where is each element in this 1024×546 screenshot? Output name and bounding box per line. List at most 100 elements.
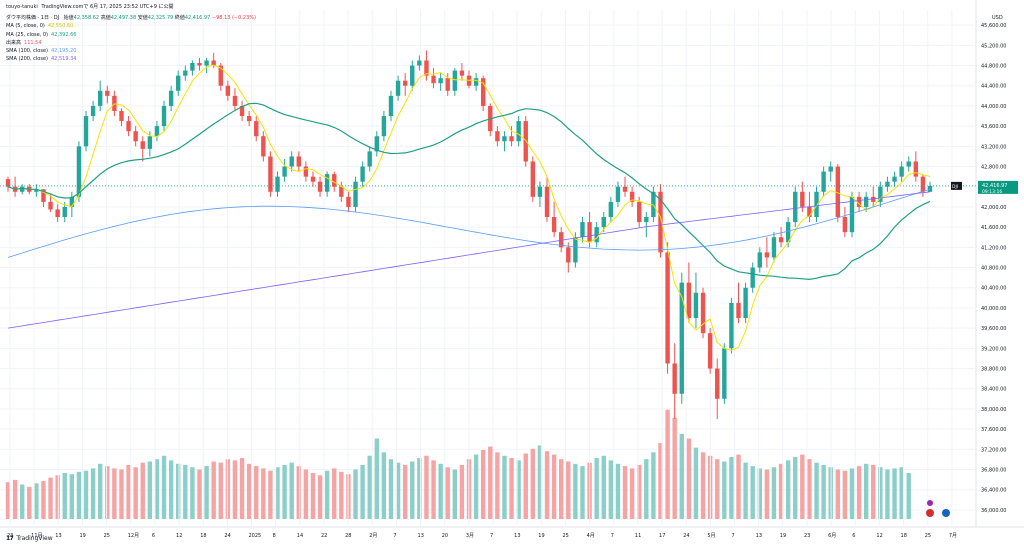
indicator-row-sma200[interactable]: SMA (200, close) 42,519.34 [6, 55, 256, 63]
candle-body[interactable] [551, 217, 557, 233]
flag-us-icon[interactable] [926, 509, 934, 517]
candle-body[interactable] [105, 90, 110, 96]
candle-body[interactable] [69, 196, 75, 207]
candle-body[interactable] [637, 201, 642, 223]
candle-body[interactable] [559, 232, 564, 248]
candle-body[interactable] [246, 116, 252, 122]
candle-body[interactable] [920, 176, 926, 192]
indicator-row-ma5[interactable]: MA (5, close, 0) 42,550.60 [6, 22, 256, 30]
candle-body[interactable] [126, 121, 131, 132]
indicator-row-ma25[interactable]: MA (25, close, 0) 42,392.66 [6, 31, 256, 39]
candle-body[interactable] [268, 156, 273, 192]
candle-body[interactable] [346, 196, 351, 207]
candle-body[interactable] [814, 191, 819, 218]
candle-body[interactable] [360, 166, 365, 182]
candle-body[interactable] [452, 70, 458, 91]
candle-body[interactable] [516, 121, 521, 142]
candle-body[interactable] [700, 292, 706, 334]
candle-body[interactable] [537, 186, 543, 197]
candle-body[interactable] [395, 80, 401, 96]
candle-body[interactable] [154, 126, 160, 137]
candle-body[interactable] [62, 206, 67, 218]
candle-body[interactable] [261, 136, 266, 157]
candle-body[interactable] [750, 267, 755, 288]
candle-body[interactable] [722, 348, 727, 399]
candle-body[interactable] [778, 237, 784, 243]
candle-body[interactable] [431, 75, 436, 84]
candle-body[interactable] [367, 151, 372, 167]
candle-body[interactable] [161, 105, 167, 127]
candle-body[interactable] [19, 186, 25, 192]
candle-body[interactable] [878, 186, 883, 202]
candle-body[interactable] [310, 176, 316, 182]
candle-body[interactable] [480, 78, 486, 106]
candle-body[interactable] [90, 105, 96, 117]
candle-body[interactable] [842, 217, 848, 233]
candle-body[interactable] [211, 60, 216, 66]
candle-body[interactable] [190, 63, 195, 71]
candle-body[interactable] [374, 136, 379, 152]
candle-body[interactable] [48, 201, 53, 210]
candle-body[interactable] [736, 302, 741, 319]
candle-body[interactable] [587, 222, 592, 243]
candle-body[interactable] [764, 252, 770, 258]
candle-body[interactable] [168, 90, 174, 106]
candle-body[interactable] [793, 191, 798, 223]
candle-body[interactable] [225, 85, 231, 96]
candle-body[interactable] [849, 196, 855, 233]
candle-body[interactable] [324, 174, 330, 192]
price-axis-panel[interactable] [976, 0, 1024, 546]
candle-body[interactable] [332, 174, 337, 187]
candle-body[interactable] [140, 141, 145, 149]
candle-body[interactable] [835, 166, 840, 218]
candle-body[interactable] [707, 333, 713, 369]
candle-body[interactable] [133, 131, 138, 142]
candle-body[interactable] [608, 201, 614, 218]
candle-body[interactable] [495, 131, 500, 142]
symbol-title[interactable]: ダウ平均株価 · 1日 · DJ [6, 15, 60, 21]
candle-body[interactable] [289, 156, 294, 167]
candle-body[interactable] [254, 121, 259, 137]
candle-body[interactable] [686, 282, 692, 319]
candle-body[interactable] [821, 171, 826, 192]
indicator-row-sma100[interactable]: SMA (100, close) 42,195.20 [6, 47, 256, 55]
candle-body[interactable] [317, 181, 323, 192]
candle-body[interactable] [771, 237, 777, 258]
candle-body[interactable] [5, 179, 11, 187]
candle-body[interactable] [275, 176, 280, 192]
candle-body[interactable] [98, 90, 103, 106]
candle-body[interactable] [679, 282, 684, 394]
candle-body[interactable] [899, 166, 904, 177]
flag-us-icon[interactable] [942, 509, 950, 517]
candle-body[interactable] [76, 146, 82, 197]
author-name[interactable]: touyo-tanuki [6, 4, 38, 10]
candle-body[interactable] [644, 217, 649, 223]
candle-body[interactable] [580, 222, 585, 238]
candle-body[interactable] [863, 196, 869, 207]
candle-body[interactable] [204, 60, 209, 66]
candle-body[interactable] [871, 196, 876, 202]
candle-body[interactable] [672, 363, 677, 394]
candle-body[interactable] [296, 156, 301, 167]
candle-body[interactable] [693, 292, 699, 319]
candle-body[interactable] [807, 206, 812, 218]
candle-body[interactable] [197, 63, 202, 66]
candle-body[interactable] [388, 95, 394, 117]
candle-body[interactable] [232, 95, 238, 106]
candle-body[interactable] [502, 136, 507, 142]
candle-body[interactable] [800, 191, 805, 207]
candle-body[interactable] [665, 252, 670, 364]
candle-body[interactable] [147, 136, 153, 149]
candle-body[interactable] [927, 185, 933, 192]
candle-body[interactable] [601, 217, 606, 228]
candle-body[interactable] [339, 186, 344, 197]
candle-body[interactable] [445, 78, 450, 91]
event-marker-icon[interactable] [927, 500, 933, 506]
candle-body[interactable] [622, 186, 628, 192]
candle-body[interactable] [566, 247, 571, 263]
candle-body[interactable] [282, 166, 287, 177]
candle-body[interactable] [381, 116, 387, 137]
candle-body[interactable] [459, 70, 465, 76]
candle-body[interactable] [658, 191, 663, 253]
